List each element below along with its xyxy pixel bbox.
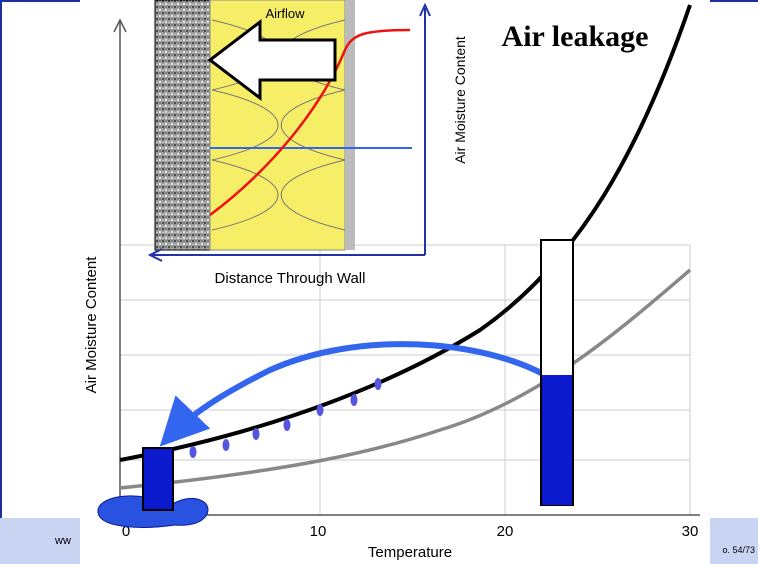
cylinder-fill (542, 375, 572, 505)
masonry (154, 0, 211, 251)
airflow-arrow (207, 18, 337, 102)
x-tick-label: 0 (122, 523, 130, 540)
flow-arrow (159, 341, 547, 447)
footer-right: o. 54/73 (722, 545, 755, 555)
puddle (97, 495, 209, 528)
inset-x-arrow (147, 248, 163, 262)
x-tick-label: 10 (310, 523, 327, 540)
inset-x-label: Distance Through Wall (215, 270, 366, 287)
inset-y-arrow (419, 2, 431, 17)
x-axis-label: Temperature (368, 544, 452, 561)
title: Air leakage (502, 20, 649, 53)
y-axis-arrow (113, 18, 127, 33)
saturation-curve (119, 4, 692, 462)
droplets (189, 378, 382, 458)
footer-left: ww (54, 535, 71, 547)
dew-curve (119, 268, 692, 490)
x-tick-label: 30 (682, 523, 699, 540)
inset-y-label: Air Moisture Content (452, 36, 468, 164)
small-cylinder (142, 447, 174, 511)
drywall (345, 0, 355, 250)
x-tick-label: 20 (497, 523, 514, 540)
airflow-label: Airflow (265, 6, 305, 21)
y-axis-label: Air Moisture Content (83, 256, 100, 394)
